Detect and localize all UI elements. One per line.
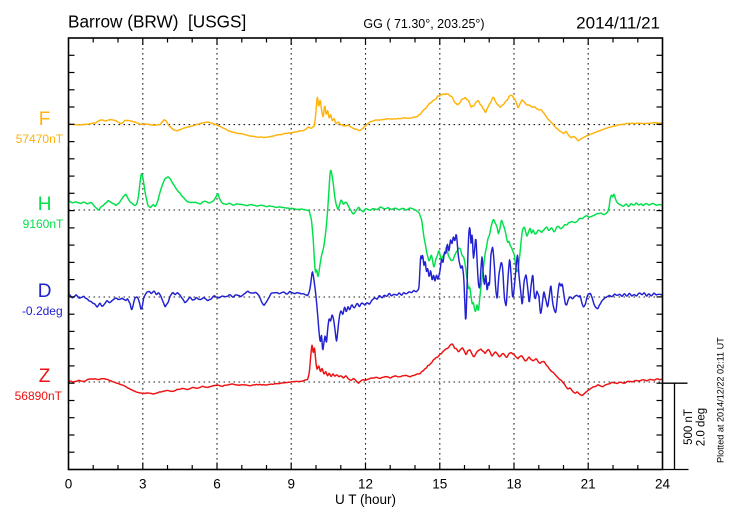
svg-text:57470nT: 57470nT	[16, 132, 64, 146]
svg-text:2.0 deg: 2.0 deg	[696, 408, 708, 446]
svg-text:Plotted at 2014/12/22 02:11 UT: Plotted at 2014/12/22 02:11 UT	[716, 337, 726, 463]
svg-text:9: 9	[287, 476, 295, 491]
svg-text:15: 15	[432, 476, 447, 491]
svg-text:U T (hour): U T (hour)	[335, 492, 396, 507]
svg-text:H: H	[38, 194, 52, 215]
svg-text:3: 3	[139, 476, 147, 491]
svg-text:24: 24	[655, 476, 671, 491]
svg-text:6: 6	[213, 476, 221, 491]
svg-text:9160nT: 9160nT	[23, 217, 64, 231]
svg-text:Barrow (BRW) [USGS]: Barrow (BRW) [USGS]	[68, 12, 246, 32]
svg-text:12: 12	[358, 476, 373, 491]
svg-text:56890nT: 56890nT	[15, 389, 63, 403]
svg-text:F: F	[39, 109, 51, 130]
svg-text:GG ( 71.30°, 203.25°): GG ( 71.30°, 203.25°)	[363, 17, 484, 31]
svg-text:21: 21	[581, 476, 596, 491]
svg-text:Z: Z	[39, 366, 51, 387]
svg-text:0: 0	[65, 476, 73, 491]
svg-text:D: D	[38, 281, 52, 302]
svg-text:-0.2deg: -0.2deg	[22, 304, 63, 318]
svg-text:500 nT: 500 nT	[683, 409, 695, 445]
svg-text:2014/11/21: 2014/11/21	[576, 14, 660, 33]
svg-text:18: 18	[506, 476, 521, 491]
